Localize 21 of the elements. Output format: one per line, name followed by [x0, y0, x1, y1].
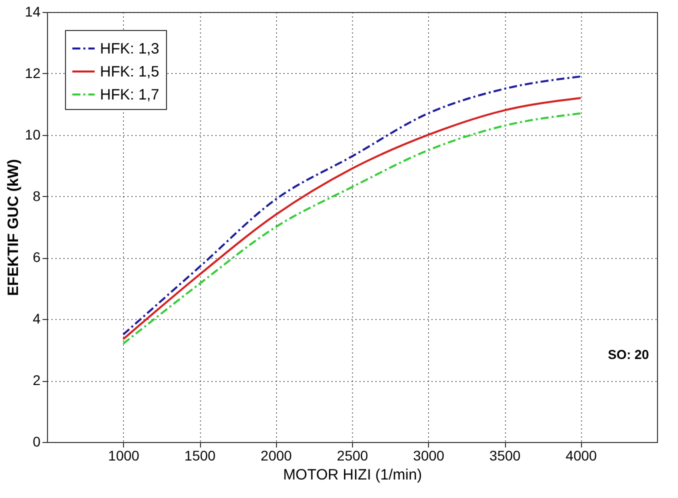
y-axis-title: EFEKTIF GUC (kW)	[4, 159, 22, 296]
y-tick-label: 6	[32, 249, 41, 266]
x-tick-label: 1000	[108, 448, 140, 464]
y-tick-label: 12	[24, 64, 41, 81]
y-tick-label: 10	[24, 126, 41, 142]
x-tick-label: 3500	[489, 448, 521, 464]
y-tick-label: 0	[32, 434, 41, 450]
legend-label: HFK: 1,7	[100, 86, 160, 104]
x-tick-label: 2500	[336, 448, 368, 464]
legend-label: HFK: 1,5	[100, 64, 160, 80]
x-tick-label: 1500	[184, 448, 216, 464]
x-tick-label: 4000	[566, 448, 598, 464]
x-tick-label: 2000	[260, 448, 292, 464]
y-tick-label: 4	[32, 310, 41, 327]
annotation: SO: 20	[608, 347, 649, 362]
legend-label: HFK: 1,3	[100, 40, 160, 58]
x-axis-title: MOTOR HIZI (1/min)	[283, 466, 422, 484]
y-tick-label: 14	[24, 4, 41, 20]
y-tick-label: 8	[32, 188, 41, 204]
x-tick-label: 3000	[413, 448, 445, 464]
y-tick-label: 2	[32, 372, 41, 388]
